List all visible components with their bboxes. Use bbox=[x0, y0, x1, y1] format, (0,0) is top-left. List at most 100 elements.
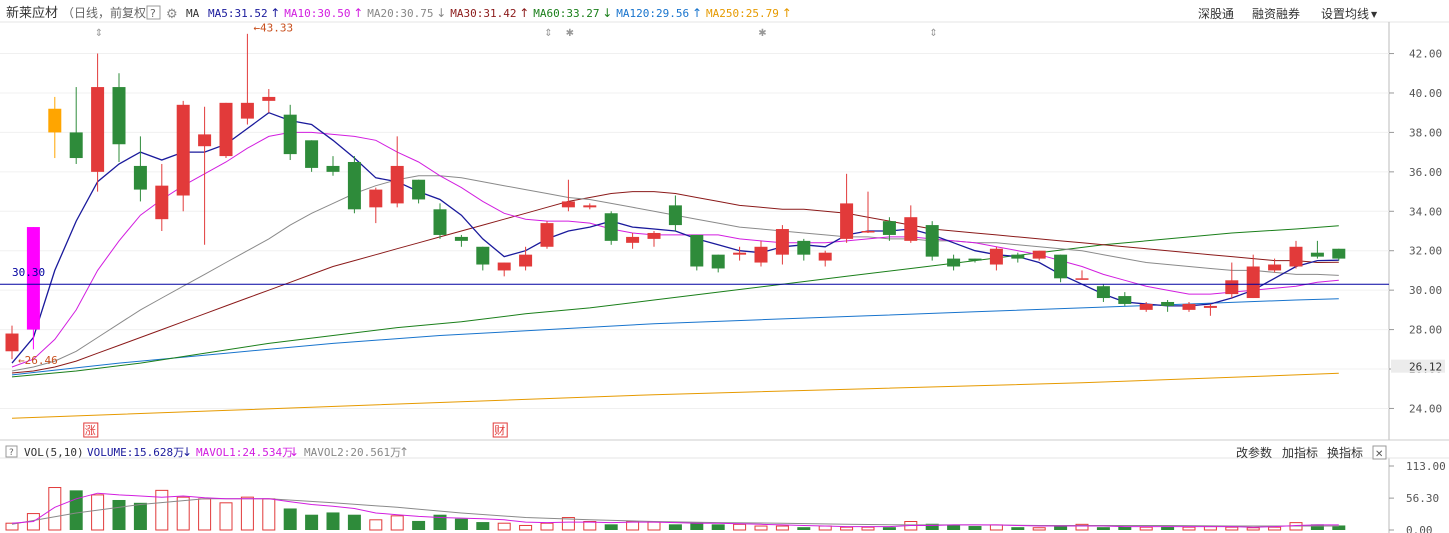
volume-bar bbox=[519, 524, 533, 531]
ma-label: MA bbox=[186, 7, 200, 20]
help-icon[interactable] bbox=[146, 5, 161, 20]
candle-body bbox=[219, 102, 233, 157]
price-annotation: ←43.33 bbox=[253, 21, 293, 34]
price-tick-label: 34.00 bbox=[1409, 205, 1442, 218]
volume-bar bbox=[1203, 526, 1217, 531]
price-tick-label: 28.00 bbox=[1409, 324, 1442, 337]
mavol1-value: MAVOL1:24.534万 bbox=[196, 446, 293, 459]
moving-average-lines bbox=[11, 111, 1339, 419]
vol-help-icon[interactable] bbox=[5, 445, 18, 458]
volume-bar bbox=[840, 526, 854, 531]
candle-body bbox=[754, 246, 768, 263]
ma-legend-item: MA250:25.79 bbox=[706, 7, 779, 20]
volume-bar bbox=[1225, 526, 1239, 531]
volume-bar bbox=[283, 508, 297, 530]
candle-body bbox=[519, 254, 533, 267]
volume-bar bbox=[1268, 526, 1282, 531]
candle-body bbox=[925, 225, 939, 257]
volume-arrow: ↓ bbox=[182, 445, 192, 459]
candle-body bbox=[497, 262, 511, 271]
volume-bar bbox=[198, 498, 212, 531]
ma120-line bbox=[11, 298, 1339, 376]
candle-body bbox=[968, 258, 982, 261]
candle-body bbox=[861, 231, 875, 233]
top-marker: ⇕ bbox=[544, 28, 552, 39]
link-margin-trading[interactable]: 融资融券 bbox=[1252, 6, 1300, 21]
volume-bar bbox=[326, 512, 340, 530]
link-shenguton[interactable]: 深股通 bbox=[1198, 7, 1234, 21]
candle-body bbox=[647, 232, 661, 239]
candle-body bbox=[476, 246, 490, 265]
candle-body bbox=[1268, 264, 1282, 271]
mavol2-value: MAVOL2:20.561万 bbox=[304, 446, 401, 459]
candle-body bbox=[840, 203, 854, 239]
candle-body bbox=[904, 217, 918, 241]
volume-bar bbox=[1182, 526, 1196, 531]
volume-bar bbox=[711, 524, 725, 530]
price-annotations: ←43.33 ←26.46 bbox=[18, 21, 293, 367]
candle-body bbox=[48, 108, 62, 133]
price-tick-label: 30.00 bbox=[1409, 284, 1442, 297]
volume-bar bbox=[947, 524, 961, 530]
volume-bar bbox=[219, 502, 233, 531]
link-switch-indicator[interactable]: 换指标 bbox=[1327, 445, 1363, 460]
price-tick-label: 40.00 bbox=[1409, 87, 1442, 100]
ma-legend-arrow: ↑ bbox=[782, 6, 792, 20]
top-marker: ⇕ bbox=[929, 28, 937, 39]
ma-legend-arrow: ↑ bbox=[519, 6, 529, 20]
volume-bar bbox=[454, 518, 468, 530]
chevron-down-icon[interactable]: ▼ bbox=[1371, 10, 1378, 19]
ma10-line bbox=[11, 131, 1339, 368]
price-tick-label: 42.00 bbox=[1409, 48, 1442, 61]
reference-line-label: 30.30 bbox=[12, 266, 45, 279]
volume-bar bbox=[925, 523, 939, 530]
candle-body bbox=[1332, 248, 1346, 259]
volume-bar bbox=[690, 522, 704, 530]
volume-bar bbox=[497, 522, 511, 531]
volume-bar bbox=[133, 502, 147, 530]
candle-body bbox=[112, 87, 126, 145]
volume-bar bbox=[647, 521, 661, 531]
close-icon[interactable] bbox=[1372, 445, 1387, 460]
top-marker: ⇕ bbox=[95, 28, 103, 39]
candle-body bbox=[1310, 252, 1324, 257]
volume-ma-lines bbox=[11, 492, 1339, 528]
volume-bar bbox=[112, 499, 126, 530]
candle-body bbox=[947, 258, 961, 267]
volume-bar bbox=[604, 524, 618, 530]
ma-legend-item: MA120:29.56 bbox=[616, 7, 689, 20]
candle-body bbox=[283, 114, 297, 155]
help-icon-glyph: ? bbox=[150, 7, 156, 20]
volume-bar bbox=[861, 526, 875, 531]
price-tick-label: 32.00 bbox=[1409, 245, 1442, 258]
link-ma-settings[interactable]: 设置均线 bbox=[1321, 7, 1369, 21]
volume-bar bbox=[240, 496, 254, 531]
link-change-params[interactable]: 改参数 bbox=[1236, 445, 1272, 460]
candle-body bbox=[240, 102, 254, 119]
volume-bar bbox=[412, 520, 426, 530]
volume-bar bbox=[754, 525, 768, 531]
close-icon-glyph: ✕ bbox=[1375, 449, 1383, 460]
candle-body bbox=[69, 132, 83, 159]
volume-bar bbox=[262, 498, 276, 531]
candle-body bbox=[989, 248, 1003, 265]
ma-legend-arrow: ↓ bbox=[602, 6, 612, 20]
mavol1-arrow: ↓ bbox=[289, 445, 299, 459]
gear-icon[interactable]: ⚙ bbox=[166, 7, 178, 22]
volume-bar bbox=[69, 490, 83, 530]
volume-tick-label: 113.00 bbox=[1406, 460, 1446, 473]
ma-legend-arrow: ↓ bbox=[436, 6, 446, 20]
volume-bar bbox=[882, 527, 896, 530]
event-marker-label: 涨 bbox=[85, 424, 96, 437]
volume-value: VOLUME:15.628万 bbox=[87, 446, 184, 459]
price-annotation: ←26.46 bbox=[18, 354, 58, 367]
price-grid bbox=[0, 53, 1394, 409]
link-add-indicator[interactable]: 加指标 bbox=[1282, 445, 1318, 460]
candle-body bbox=[1246, 266, 1260, 299]
mavol2-arrow: ↑ bbox=[399, 445, 409, 459]
volume-bar bbox=[476, 522, 490, 530]
candle-body bbox=[1225, 280, 1239, 295]
candle-body bbox=[198, 134, 212, 147]
candle-body bbox=[1203, 305, 1217, 308]
chart-header: 新莱应材 （日线，前复权） ? ⚙ MA MA5:31.52 ↑ MA10:30.5… bbox=[6, 5, 1378, 22]
